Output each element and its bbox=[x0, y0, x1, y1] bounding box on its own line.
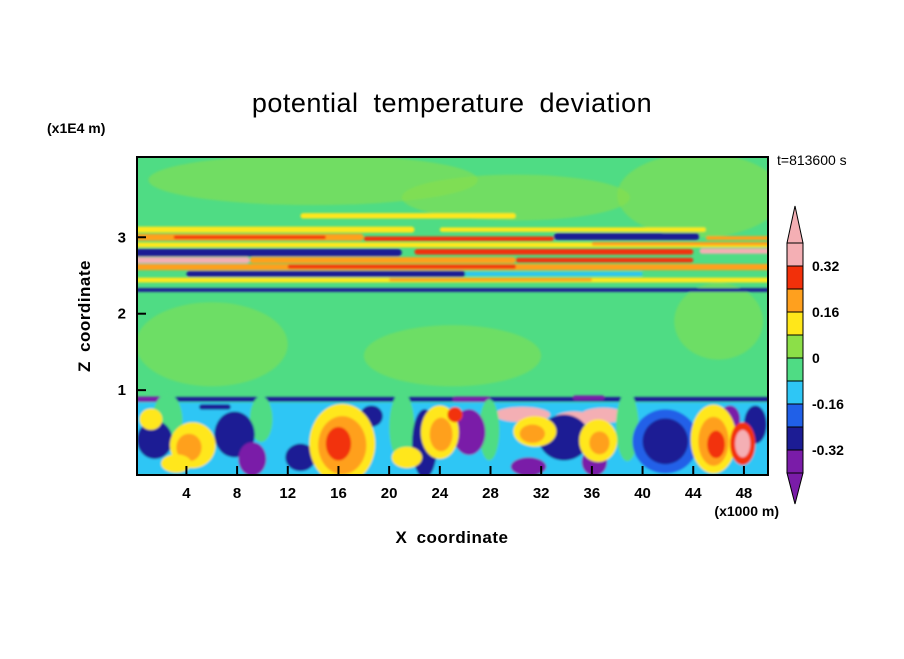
x-tick-label: 32 bbox=[533, 485, 550, 502]
plot-frame bbox=[136, 156, 769, 476]
colorbar-segment-navy bbox=[786, 426, 804, 451]
y-axis-unit-label: (x1E4 m) bbox=[47, 120, 105, 136]
contour-blob-yellow bbox=[391, 446, 423, 469]
x-tick-label: 28 bbox=[482, 485, 499, 502]
contour-blob-red bbox=[325, 426, 352, 461]
contour-band-navy bbox=[137, 248, 402, 257]
colorbar-tick-label: 0.32 bbox=[812, 258, 839, 274]
colorbar-segment-orange bbox=[786, 288, 804, 313]
contour-blob-green2 bbox=[617, 157, 768, 238]
figure-title: potential temperature deviation bbox=[252, 88, 652, 118]
colorbar-segment-red bbox=[786, 265, 804, 290]
contour-band-red bbox=[363, 236, 554, 242]
contour-blob-purple bbox=[452, 409, 486, 456]
contour-band-navy bbox=[186, 270, 466, 278]
contour-blob-red bbox=[707, 430, 725, 459]
contour-blob-green bbox=[389, 392, 415, 462]
x-tick-label: 24 bbox=[431, 485, 448, 502]
contour-blob-orange bbox=[429, 417, 453, 452]
contour-band-red bbox=[515, 257, 694, 263]
contour-band-cyan bbox=[465, 272, 643, 276]
colorbar-segment-yellow bbox=[786, 311, 804, 336]
contour-blob-yellow bbox=[139, 408, 163, 430]
x-tick-label: 20 bbox=[381, 485, 398, 502]
y-tick-label: 3 bbox=[118, 229, 126, 246]
colorbar-segment-purple bbox=[786, 449, 804, 474]
colorbar-arrow-up bbox=[786, 205, 804, 244]
colorbar-tick-label: -0.16 bbox=[812, 396, 844, 412]
y-tick-label: 2 bbox=[118, 306, 126, 323]
x-tick-label: 36 bbox=[584, 485, 601, 502]
contour-blob-green2 bbox=[137, 302, 288, 387]
colorbar-segment-green2 bbox=[786, 334, 804, 359]
contour-band-pink bbox=[137, 257, 250, 264]
contour-band-yellow bbox=[439, 227, 706, 232]
colorbar-arrow-down bbox=[786, 472, 804, 505]
colorbar-tick-label: 0 bbox=[812, 350, 820, 366]
contour-band-purple bbox=[572, 395, 605, 401]
x-tick-label: 8 bbox=[233, 485, 241, 502]
contour-blob-purple bbox=[238, 442, 267, 475]
x-tick-label: 12 bbox=[279, 485, 296, 502]
colorbar-tick-label: -0.32 bbox=[812, 442, 844, 458]
colorbar-segment-green bbox=[786, 357, 804, 382]
colorbar-segment-blue bbox=[786, 403, 804, 428]
contour-blob-orange bbox=[589, 431, 610, 455]
contour-blob-orange bbox=[519, 424, 545, 443]
contour-band-yellow bbox=[300, 213, 516, 219]
y-axis-label: Z coordinate bbox=[75, 260, 94, 372]
contour-band-navy bbox=[553, 233, 700, 240]
contour-band-red bbox=[414, 248, 694, 255]
x-tick-label: 4 bbox=[182, 485, 191, 502]
contour-band-orange bbox=[705, 236, 768, 240]
x-tick-label: 48 bbox=[736, 485, 753, 502]
y-tick-label: 1 bbox=[118, 382, 126, 399]
contour-blob-pink bbox=[580, 407, 627, 424]
colorbar-segment-pink bbox=[786, 242, 804, 267]
contour-blob-red bbox=[447, 406, 463, 423]
x-axis-label: X coordinate bbox=[396, 528, 509, 547]
contour-field bbox=[137, 157, 768, 475]
contour-blob-yellow bbox=[161, 454, 192, 473]
y-axis: 1 2 3 bbox=[118, 229, 146, 399]
colorbar: 0.32 0.16 0 -0.16 -0.32 bbox=[786, 205, 844, 505]
x-axis-unit-label: (x1000 m) bbox=[714, 503, 779, 519]
contour-band-yellow bbox=[137, 226, 415, 233]
x-tick-label: 40 bbox=[634, 485, 651, 502]
contour-blob-green2 bbox=[674, 283, 763, 360]
contour-band-orange bbox=[389, 278, 592, 282]
colorbar-segment-cyan bbox=[786, 380, 804, 405]
plot-area bbox=[137, 157, 768, 475]
contour-blob-green2 bbox=[148, 157, 478, 206]
contour-blob-purple bbox=[510, 457, 547, 475]
x-axis: 4 8 12 16 20 24 28 32 36 40 44 48 bbox=[182, 466, 752, 502]
contour-blob-navy bbox=[642, 418, 689, 465]
contour-band-navy bbox=[199, 404, 231, 410]
x-tick-label: 16 bbox=[330, 485, 347, 502]
colorbar-tick-label: 0.16 bbox=[812, 304, 839, 320]
contour-band-navy bbox=[137, 288, 768, 292]
time-label: t=813600 s bbox=[777, 152, 847, 168]
contour-band-orange bbox=[591, 242, 768, 246]
contour-blob-navy bbox=[137, 420, 173, 459]
contour-blob-pink bbox=[735, 429, 751, 458]
contour-band-pink bbox=[699, 248, 768, 254]
contour-blob-green bbox=[249, 396, 273, 443]
contour-blob-green2 bbox=[363, 325, 542, 387]
x-tick-label: 44 bbox=[685, 485, 702, 502]
contour-blob-orange bbox=[176, 433, 202, 462]
contour-blob-green bbox=[479, 399, 500, 461]
contour-band-orange bbox=[249, 257, 516, 264]
contour-blob-green2 bbox=[401, 174, 630, 221]
contour-band-purple bbox=[452, 396, 491, 402]
contour-band-red bbox=[287, 264, 516, 269]
contour-band-red bbox=[173, 235, 326, 239]
contour-blob-navy bbox=[285, 443, 316, 472]
